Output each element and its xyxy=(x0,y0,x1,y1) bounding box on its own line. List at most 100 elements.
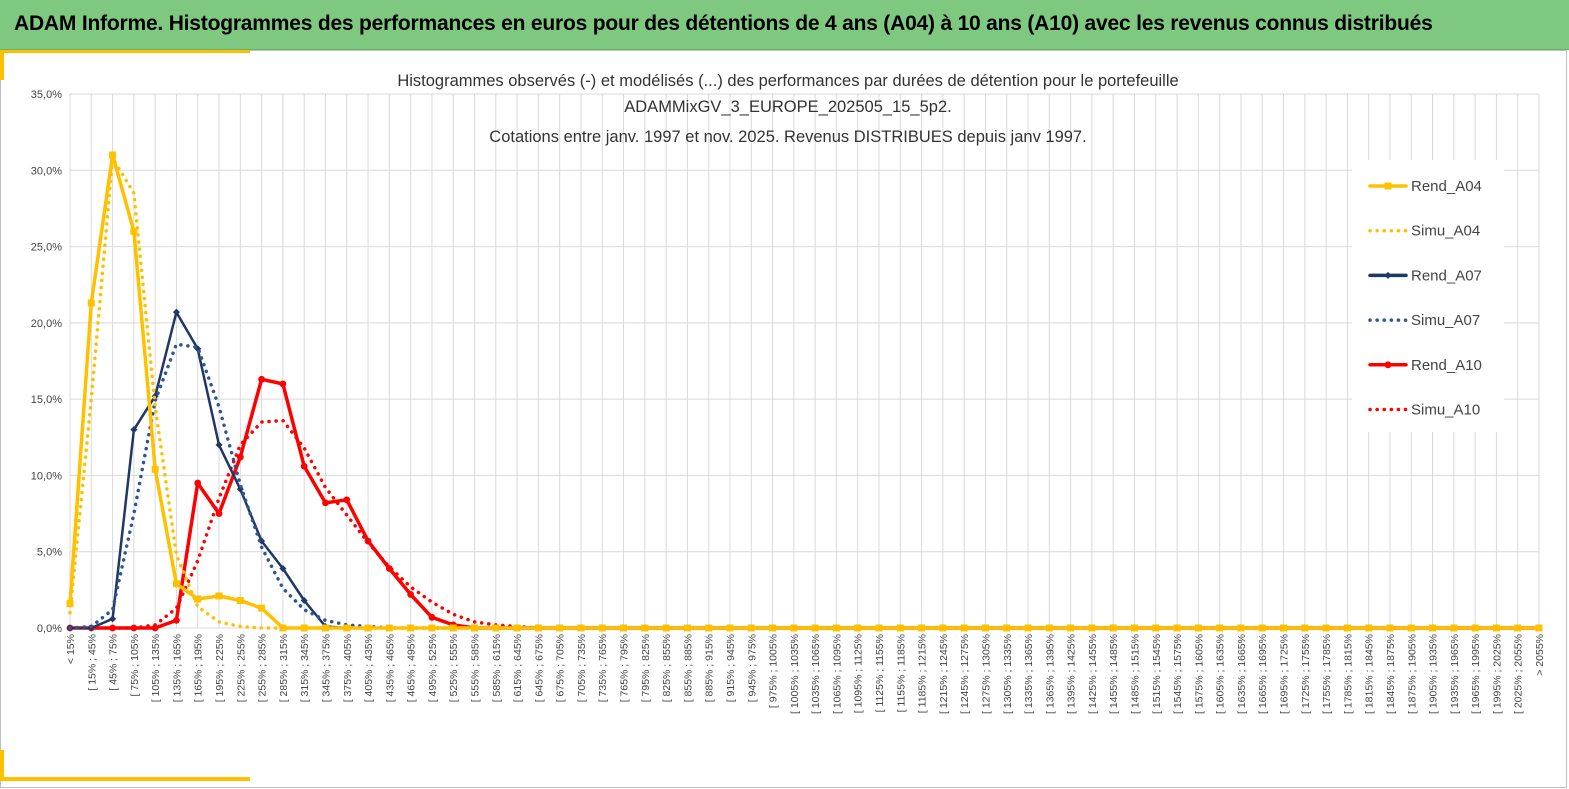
x-tick-label: [ 1725% ; 1755% xyxy=(1300,634,1312,714)
x-tick-label: [ 1755% ; 1785% xyxy=(1321,634,1333,714)
chart-title-line-1: Histogrammes observés (-) et modélisés (… xyxy=(397,72,1178,90)
x-tick-label: [ 45% ; 75% xyxy=(108,634,120,691)
x-tick-label: [ 405% ; 435% xyxy=(363,634,375,702)
series-Simu_A04 xyxy=(68,156,1541,630)
data-point xyxy=(322,499,329,507)
x-tick-label: [ 945% ; 975% xyxy=(746,634,758,702)
data-point xyxy=(66,600,74,608)
x-tick-label: [ 495% ; 525% xyxy=(427,634,439,702)
data-point xyxy=(130,227,138,235)
legend-box xyxy=(1352,160,1504,432)
legend-label: Simu_A10 xyxy=(1411,402,1480,419)
x-tick-label: [ 2025% ; 2055% xyxy=(1513,634,1525,714)
data-point xyxy=(236,453,244,461)
x-tick-label: [ 15% ; 45% xyxy=(86,634,98,691)
series-line-Simu_A07 xyxy=(68,342,1541,630)
legend-marker xyxy=(1384,182,1392,190)
x-tick-label: [ 855% ; 885% xyxy=(682,634,694,702)
x-tick-label: [ 1425% ; 1455% xyxy=(1087,634,1099,714)
data-point xyxy=(343,496,351,504)
data-point xyxy=(215,510,223,517)
chart-title: Histogrammes observés (-) et modélisés (… xyxy=(397,72,1178,146)
x-tick-label: [ 135% ; 165% xyxy=(171,634,183,702)
legend-label: Simu_A04 xyxy=(1411,223,1480,240)
x-tick-label: [ 1485% ; 1515% xyxy=(1129,634,1141,714)
legend-item-Rend_A10: Rend_A10 xyxy=(1368,357,1482,374)
x-tick-label: [ 1065% ; 1095% xyxy=(831,634,843,714)
x-tick-label: [ 1275% ; 1305% xyxy=(980,634,992,714)
x-tick-label: [ 1875% ; 1905% xyxy=(1406,634,1418,714)
data-point xyxy=(279,380,287,388)
data-point xyxy=(109,151,117,159)
chart-title-line-3: Cotations entre janv. 1997 et nov. 2025.… xyxy=(489,128,1086,146)
legend-label: Rend_A10 xyxy=(1411,357,1482,374)
data-point xyxy=(215,441,223,449)
series-Rend_A04 xyxy=(66,151,1543,632)
x-tick-label: [ 1455% ; 1485% xyxy=(1108,634,1120,714)
x-tick-label: [ 1785% ; 1815% xyxy=(1342,634,1354,714)
data-point xyxy=(87,299,95,307)
x-tick-label: [ 1185% ; 1215% xyxy=(917,634,929,713)
legend-marker xyxy=(1384,271,1392,279)
x-axis-ticks: < 15% [ 15% ; 45% [ 45% ; 75% [ 75% ; 105% [… xyxy=(65,634,1546,714)
x-tick-label: [ 285% ; 315% xyxy=(278,634,290,702)
legend-label: Simu_A07 xyxy=(1411,312,1480,329)
x-tick-label: [ 645% ; 675% xyxy=(533,634,545,702)
x-tick-label: [ 765% ; 795% xyxy=(619,634,631,702)
data-point xyxy=(236,597,244,605)
series-line-Simu_A10 xyxy=(68,418,1541,630)
accent-bar-left-bottom xyxy=(0,750,4,781)
x-tick-label: < 15% xyxy=(65,634,77,664)
data-point xyxy=(407,591,415,598)
header-banner: ADAM Informe. Histogrammes des performan… xyxy=(0,0,1569,50)
x-tick-label: [ 195% ; 225% xyxy=(214,634,226,702)
data-point xyxy=(172,308,180,316)
x-tick-label: [ 315% ; 345% xyxy=(299,634,311,702)
data-point xyxy=(215,592,223,600)
x-tick-label: [ 705% ; 735% xyxy=(576,634,588,702)
series-Rend_A10 xyxy=(66,375,1543,632)
x-tick-label: [ 435% ; 465% xyxy=(384,634,396,702)
x-tick-label: [ 165% ; 195% xyxy=(193,634,205,702)
x-tick-label: [ 1125% ; 1155% xyxy=(874,634,886,712)
legend-marker xyxy=(1384,361,1392,369)
x-tick-label: [ 225% ; 255% xyxy=(235,634,247,702)
y-axis-ticks: 0,0% 5,0% 10,0% 15,0% 20,0% 25,0% 30,0% 35,0% xyxy=(31,89,62,635)
data-point xyxy=(109,615,117,623)
accent-bar-left-top xyxy=(0,50,4,80)
y-tick-label: 30,0% xyxy=(31,165,62,177)
x-tick-label: [ 885% ; 915% xyxy=(704,634,716,702)
data-point xyxy=(151,465,159,473)
grid xyxy=(69,93,1540,629)
chart-outer-border xyxy=(0,50,1567,788)
x-tick-label: [ 615% ; 645% xyxy=(512,634,524,702)
x-tick-label: [ 1005% ; 1035% xyxy=(789,634,801,714)
x-tick-label: [ 1095% ; 1125% xyxy=(853,634,865,713)
x-tick-label: [ 465% ; 495% xyxy=(406,634,418,702)
data-point xyxy=(194,479,202,487)
x-tick-label: [ 795% ; 825% xyxy=(640,634,652,702)
chart-frame: Histogrammes observés (-) et modélisés (… xyxy=(0,50,1569,789)
x-tick-label: [ 1695% ; 1725% xyxy=(1279,634,1291,714)
y-tick-label: 35,0% xyxy=(31,89,62,101)
data-point xyxy=(172,580,180,588)
x-tick-label: [ 915% ; 945% xyxy=(725,634,737,702)
x-tick-label: [ 1905% ; 1935% xyxy=(1428,634,1440,714)
y-tick-label: 0,0% xyxy=(37,623,62,635)
data-point xyxy=(130,426,138,434)
legend: Rend_A04 Simu_A04 Rend_A07 Simu_A07 Rend_A10… xyxy=(1352,160,1504,432)
x-tick-label: [ 1365% ; 1395% xyxy=(1044,634,1056,714)
x-tick-label: [ 255% ; 285% xyxy=(257,634,269,702)
x-tick-label: [ 585% ; 615% xyxy=(491,634,503,702)
y-tick-label: 25,0% xyxy=(31,242,62,254)
legend-item-Simu_A04: Simu_A04 xyxy=(1368,223,1480,240)
x-tick-label: [ 1935% ; 1965% xyxy=(1449,634,1461,714)
x-tick-label: [ 1665% ; 1695% xyxy=(1257,634,1269,714)
x-tick-label: [ 1815% ; 1845% xyxy=(1364,634,1376,714)
histogram-chart: Histogrammes observés (-) et modélisés (… xyxy=(0,50,1567,788)
data-point xyxy=(279,564,287,572)
data-point xyxy=(258,375,266,383)
x-tick-label: [ 345% ; 375% xyxy=(320,634,332,702)
data-point xyxy=(300,597,308,605)
x-tick-label: [ 1635% ; 1665% xyxy=(1236,634,1248,714)
